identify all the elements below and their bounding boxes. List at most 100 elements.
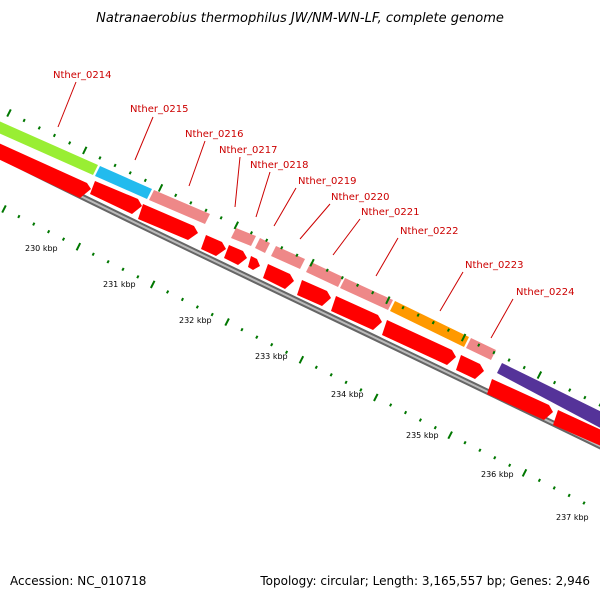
cog-feature-0224[interactable] [497,363,600,432]
outer-ring-tick [295,253,299,258]
gene-labels: Nther_0214 Nther_0215 Nther_0216 Nther_0… [53,70,574,298]
gene-label-0220[interactable]: Nther_0220 [331,192,389,203]
outer-ring-tick [416,313,420,317]
inner-ring-tick [582,501,586,505]
outer-ring-tick [522,365,526,370]
leader-line-0221 [332,218,361,256]
topology-text: Topology: circular; Length: 3,165,557 bp… [260,574,590,588]
outer-ring-tick [113,163,117,168]
inner-ring-tick [166,290,170,294]
cog-feature-0215[interactable] [95,166,152,199]
cds-arrow-0221[interactable] [297,280,331,306]
cds-arrow-0224[interactable] [456,355,484,379]
outer-ring-tick [22,118,26,123]
cds-track [0,140,600,449]
cog-feature-0218[interactable] [255,238,270,253]
cog-feature-0222[interactable] [390,301,469,347]
inner-ring-tick [17,214,21,219]
cds-arrow-0223[interactable] [382,320,456,365]
gene-label-0223[interactable]: Nther_0223 [465,260,523,271]
kbp-label-235: 235 kbp [406,431,439,440]
cds-arrow-0222[interactable] [331,296,382,330]
outer-ring-tick [249,231,253,235]
outer-ring-tick [536,371,543,380]
inner-ring-tick [344,380,348,385]
gene-label-leaders [57,81,514,339]
leader-line-0214 [57,81,77,128]
outer-ring-tick [157,183,164,192]
inner-ring-tick [447,431,453,440]
leader-line-0216 [188,140,206,187]
inner-ring-tick [314,365,318,370]
gene-label-0217[interactable]: Nther_0217 [219,145,277,156]
gene-label-0216[interactable]: Nther_0216 [185,129,243,140]
inner-ring-tick [270,342,274,347]
backbone [0,152,600,450]
inner-tick-ring [1,204,586,505]
gene-label-0222[interactable]: Nther_0222 [400,226,458,237]
inner-ring-tick [463,440,467,445]
outer-ring-tick [477,343,481,347]
outer-ring-tick [340,275,344,280]
inner-ring-tick [493,455,497,460]
cds-arrow-0214[interactable] [0,140,91,198]
cog-feature-0220[interactable] [306,262,343,287]
cog-feature-0217[interactable] [231,228,256,246]
inner-ring-tick [373,393,379,402]
cds-arrow-0226[interactable] [553,410,600,449]
outer-ring-tick [385,296,391,305]
gene-label-0215[interactable]: Nther_0215 [130,104,188,115]
inner-ring-tick [1,204,7,214]
gene-label-0218[interactable]: Nther_0218 [250,160,308,171]
leader-line-0217 [234,156,241,208]
inner-ring-tick [106,259,110,264]
cds-arrow-0215[interactable] [90,181,142,214]
gene-label-0221[interactable]: Nther_0221 [361,207,419,218]
cog-feature-0216[interactable] [149,190,210,224]
outer-ring-tick [37,126,41,130]
gene-label-0224[interactable]: Nther_0224 [516,287,574,298]
inner-ring-tick [195,305,199,309]
inner-ring-tick [298,355,305,364]
kbp-label-236: 236 kbp [481,470,514,479]
cds-arrow-0220[interactable] [263,264,294,289]
kbp-label-233: 233 kbp [255,352,288,361]
kbp-label-237: 237 kbp [556,513,589,522]
cog-feature-0223[interactable] [466,338,496,360]
outer-ring-tick [143,178,147,183]
inner-ring-tick [75,242,82,251]
kbp-label-234: 234 kbp [331,390,364,399]
outer-ring-tick [568,388,572,392]
inner-ring-tick [121,267,125,272]
outer-ring-tick [219,216,223,220]
outer-tick-ring [6,108,600,407]
inner-ring-tick [150,280,156,289]
kbp-label-230: 230 kbp [25,244,58,253]
cds-arrow-0218[interactable] [224,245,247,265]
cog-feature-0214[interactable] [0,118,98,175]
kbp-label-231: 231 kbp [103,280,136,289]
inner-ring-tick [359,388,363,392]
cds-arrow-0216[interactable] [138,204,198,240]
gene-label-0214[interactable]: Nther_0214 [53,70,111,81]
outer-ring-tick [204,208,208,213]
cds-arrow-0217[interactable] [201,235,226,256]
gene-label-0219[interactable]: Nther_0219 [298,176,356,187]
inner-ring-tick [403,410,408,415]
inner-ring-tick [284,350,289,355]
leader-line-0219 [273,187,297,227]
kbp-label-232: 232 kbp [179,316,212,325]
cog-feature-0221[interactable] [340,278,393,310]
inner-ring-tick [418,418,422,422]
inner-ring-tick [389,403,393,407]
cds-arrow-0219[interactable] [248,256,260,270]
inner-ring-tick [180,297,185,302]
inner-ring-tick [552,486,556,490]
cog-feature-0219[interactable] [271,246,305,269]
map-title: Natranaerobius thermophilus JW/NM-WN-LF,… [96,11,504,26]
inner-ring-tick [61,237,66,241]
inner-ring-tick [255,335,259,339]
inner-ring-tick [224,318,230,327]
cds-arrow-0225[interactable] [487,379,553,420]
